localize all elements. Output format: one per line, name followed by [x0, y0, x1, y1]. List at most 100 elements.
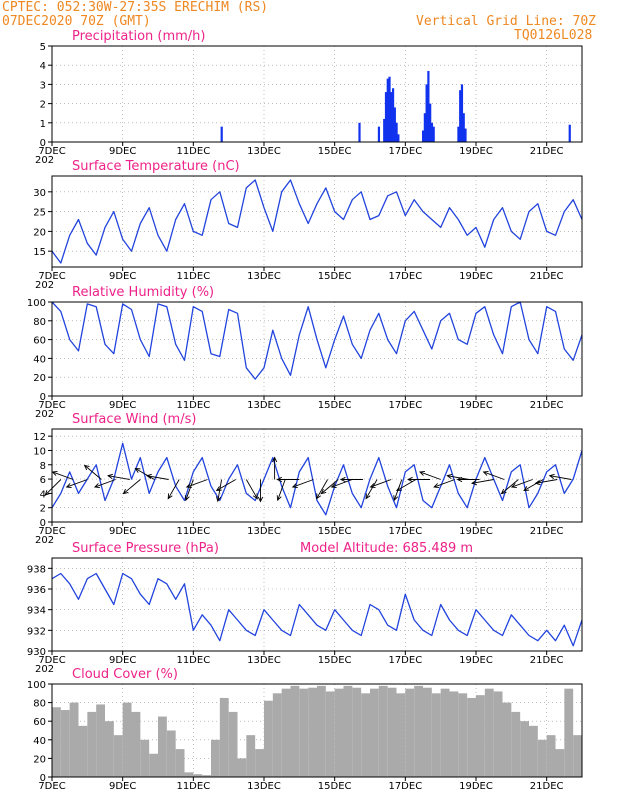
- wind-arrow: [433, 479, 455, 488]
- rh-ytick-label: 100: [27, 298, 46, 309]
- wind-arrow-head: [446, 473, 453, 479]
- header-station: CPTEC: 052:30W-27:35S ERECHIM (RS): [2, 0, 269, 15]
- wind-arrow: [146, 475, 169, 480]
- wind-arrow-head: [215, 486, 222, 492]
- cloud-xtick-label: 21DEC: [530, 781, 564, 792]
- press-year-label: 202: [35, 664, 54, 675]
- cloud-panel: 0 20 40 60 80 100 7DEC 9DEC 11DEC 13DEC 15DEC 17DEC…: [27, 667, 583, 792]
- precip-bar: [462, 113, 465, 142]
- cloud-bar: [370, 688, 379, 777]
- cloud-ytick-label: 80: [33, 699, 46, 710]
- cloud-bar: [158, 716, 167, 777]
- press-xtick-label: 11DEC: [176, 655, 210, 666]
- wind-arrow: [277, 479, 286, 501]
- precip-frame: [51, 45, 583, 143]
- rh-xtick-label: 7DEC: [38, 400, 65, 411]
- press-ytick-label: 936: [27, 585, 46, 596]
- temp-year-label: 202: [35, 280, 54, 291]
- precip-bar: [391, 88, 395, 142]
- wind-arrow: [501, 479, 519, 494]
- rh-year-label: 202: [35, 409, 54, 420]
- press-ytick-label: 934: [27, 606, 46, 617]
- wind-panel: 0 2 4 6 8 10 12 7DEC 9DEC 11DEC 13DEC 15DEC 17DEC 19D…: [33, 412, 583, 546]
- cloud-frame: [51, 683, 583, 778]
- precip-bar: [425, 84, 428, 142]
- wind-arrow-head: [44, 490, 51, 496]
- precip-xtick-label: 17DEC: [388, 146, 422, 157]
- wind-arrow-head: [276, 476, 283, 483]
- cloud-bar: [343, 685, 353, 777]
- cloud-bar: [564, 688, 574, 777]
- wind-arrow: [447, 475, 470, 480]
- precip-bar: [464, 128, 467, 142]
- rh-title: Relative Humidity (%): [72, 285, 214, 300]
- precip-ytick-label: 1: [40, 119, 46, 130]
- precip-bar: [358, 122, 361, 142]
- cloud-bar: [458, 693, 468, 777]
- wind-ytick-label: 6: [40, 475, 46, 486]
- temp-frame: [51, 175, 583, 268]
- wind-arrow: [511, 479, 533, 488]
- wind-arrow-head: [548, 473, 555, 479]
- wind-arrow-head: [134, 467, 141, 473]
- wind-xtick-label: 15DEC: [318, 526, 352, 537]
- wind-xtick-label: 17DEC: [388, 526, 422, 537]
- temp-xtick-label: 21DEC: [530, 271, 564, 282]
- cloud-bar: [299, 688, 309, 777]
- cloud-bar: [555, 749, 565, 777]
- cloud-bar: [387, 687, 397, 777]
- cloud-bar: [290, 685, 300, 777]
- rh-xtick-label: 17DEC: [388, 400, 422, 411]
- cloud-bar: [423, 687, 432, 777]
- press-xtick-label: 7DEC: [38, 655, 65, 666]
- cloud-bar: [546, 735, 556, 777]
- rh-frame: [51, 301, 583, 397]
- header-date: 07DEC2020 70Z (GMT): [2, 14, 151, 29]
- cloud-bar: [378, 685, 388, 777]
- cloud-xtick-label: 17DEC: [388, 781, 422, 792]
- temp-xtick-label: 17DEC: [388, 271, 422, 282]
- wind-arrow-head: [534, 480, 541, 486]
- wind-arrow: [523, 479, 544, 491]
- cloud-bar: [529, 725, 538, 777]
- wind-arrow: [370, 479, 392, 488]
- precip-bar: [568, 124, 571, 142]
- precip-ytick-label: 0: [40, 138, 46, 149]
- cloud-bar: [396, 693, 406, 777]
- cloud-bar: [219, 697, 229, 777]
- cloud-bar: [511, 711, 521, 777]
- rh-xtick-label: 9DEC: [109, 400, 136, 411]
- precip-bar: [390, 92, 393, 142]
- cloud-bar: [149, 753, 158, 777]
- cloud-bar: [96, 704, 105, 777]
- temp-xtick-label: 15DEC: [318, 271, 352, 282]
- press-xtick-label: 19DEC: [459, 655, 493, 666]
- wind-ytick-label: 8: [40, 461, 46, 472]
- temp-xtick-label: 9DEC: [109, 271, 136, 282]
- wind-xtick-label: 13DEC: [247, 526, 281, 537]
- precip-bar: [430, 122, 434, 142]
- wind-arrow: [66, 479, 88, 488]
- cloud-bar: [493, 691, 503, 777]
- cloud-bar: [52, 707, 61, 777]
- press-title: Surface Pressure (hPa): [72, 541, 219, 556]
- cloud-bar: [431, 693, 441, 777]
- cloud-title: Cloud Cover (%): [72, 667, 178, 682]
- cloud-bar: [484, 688, 494, 777]
- wind-arrow-head: [330, 483, 337, 488]
- cloud-bar: [281, 688, 291, 777]
- wind-arrow: [396, 479, 417, 491]
- wind-xtick-label: 19DEC: [459, 526, 493, 537]
- press-ytick-label: 938: [27, 564, 46, 575]
- rh-ytick-label: 40: [33, 354, 46, 365]
- wind-arrow-head: [93, 483, 100, 488]
- header-grid-note: Vertical Grid Line: 70Z: [416, 14, 597, 29]
- wind-arrow: [535, 479, 558, 484]
- wind-ytick-label: 0: [40, 518, 46, 529]
- cloud-bar: [175, 749, 185, 777]
- wind-arrow: [185, 479, 194, 501]
- press-panel: 930 932 934 936 938 7DEC 9DEC 11DEC 13DEC 15DEC 17…: [27, 541, 583, 675]
- wind-arrow-head: [257, 496, 264, 503]
- rh-ytick-label: 20: [33, 373, 46, 384]
